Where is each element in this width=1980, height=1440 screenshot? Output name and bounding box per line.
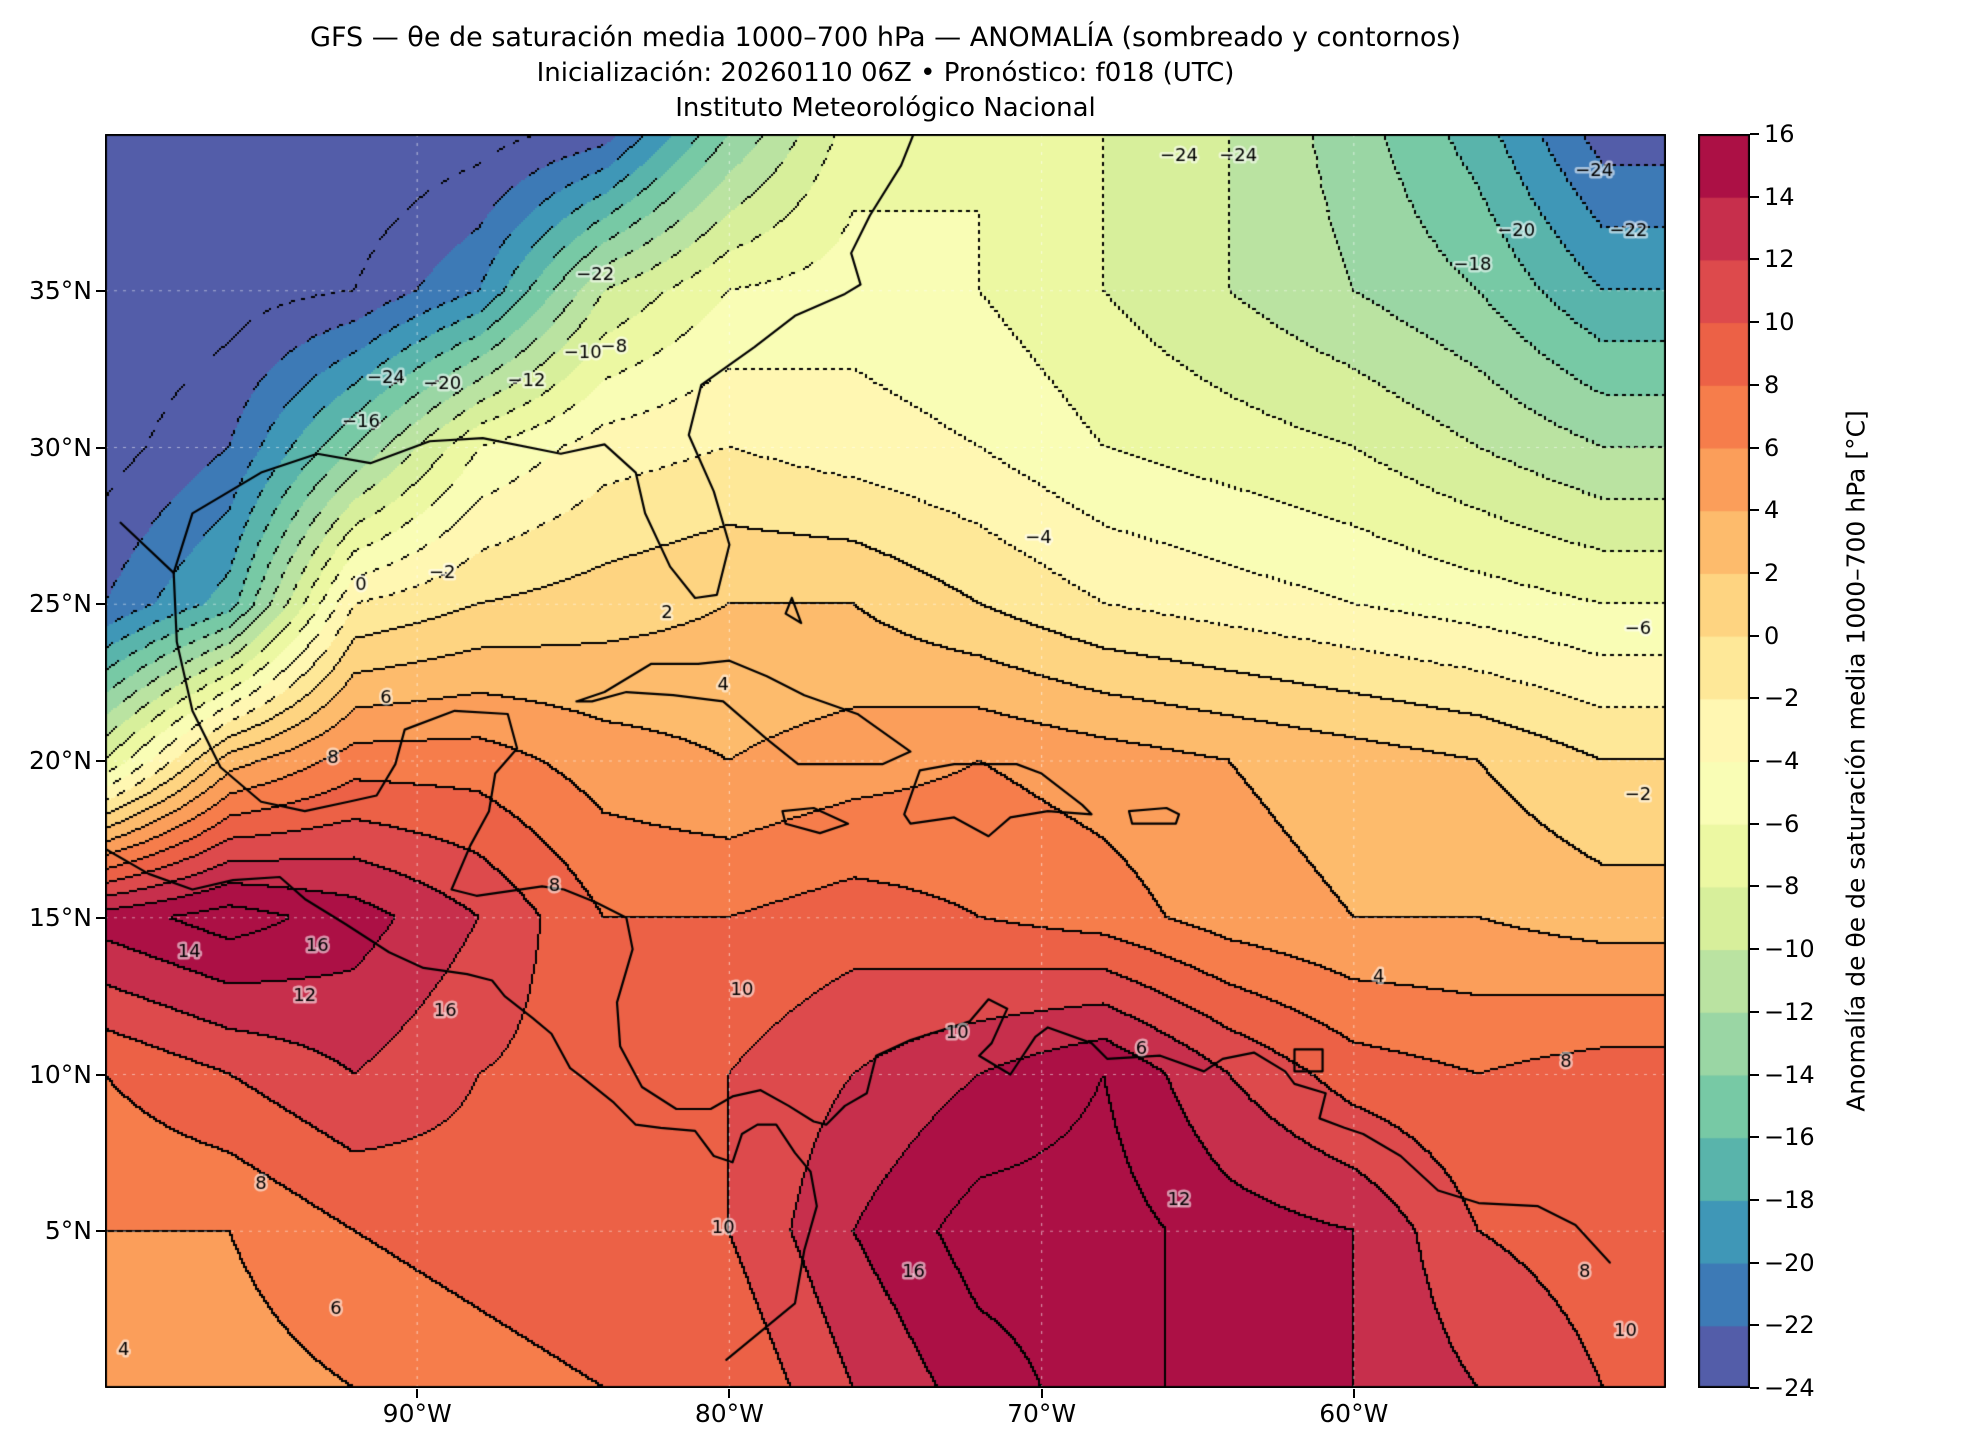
colorbar-tick-label: −10 — [1764, 935, 1815, 964]
chart-title: GFS — θe de saturación media 1000–700 hP… — [310, 22, 1461, 53]
lon-tick-label: 80°W — [694, 1399, 764, 1428]
colorbar-tick-mark — [1750, 760, 1759, 762]
colorbar-tick-mark — [1750, 822, 1759, 825]
colorbar-tick-mark — [1750, 1010, 1759, 1013]
lat-tick-mark — [96, 1230, 105, 1233]
colorbar-tick-label: −22 — [1764, 1311, 1815, 1340]
colorbar-tick-mark — [1750, 321, 1759, 324]
anomaly-map-canvas — [105, 134, 1666, 1388]
lon-tick-label: 90°W — [382, 1399, 452, 1428]
colorbar-tick-mark — [1750, 258, 1759, 261]
lat-tick-mark — [96, 289, 105, 292]
lat-tick-mark — [96, 916, 105, 919]
lat-tick-label: 20°N — [28, 746, 92, 775]
colorbar-tick-label: −14 — [1764, 1060, 1815, 1089]
lat-tick-mark — [96, 1073, 105, 1076]
colorbar-tick-mark — [1750, 948, 1759, 951]
colorbar-tick-mark — [1750, 885, 1759, 888]
colorbar-tick-label: −2 — [1764, 684, 1800, 713]
colorbar-tick-mark — [1750, 697, 1759, 700]
lat-tick-label: 35°N — [28, 275, 92, 305]
colorbar-tick-mark — [1750, 1073, 1759, 1076]
colorbar-tick-mark — [1750, 1198, 1759, 1201]
colorbar-tick-mark — [1750, 509, 1759, 512]
lat-tick-mark — [96, 603, 105, 606]
lon-tick-label: 70°W — [1007, 1399, 1077, 1428]
lat-tick-mark — [96, 446, 105, 449]
colorbar-tick-label: 6 — [1764, 433, 1780, 462]
colorbar-tick-mark — [1750, 571, 1759, 574]
colorbar-tick-label: −12 — [1764, 997, 1815, 1026]
colorbar-tick-label: 14 — [1764, 182, 1795, 211]
colorbar-tick-label: −4 — [1764, 747, 1800, 775]
colorbar-tick-label: −8 — [1764, 872, 1800, 901]
lat-tick-label: 5°N — [44, 1216, 92, 1246]
lon-tick-label: 60°W — [1319, 1399, 1389, 1428]
colorbar-tick-mark — [1750, 1387, 1759, 1389]
colorbar-axis-label: Anomalía de θe de saturación media 1000–… — [1841, 410, 1871, 1112]
colorbar-tick-label: 16 — [1764, 120, 1795, 148]
colorbar-tick-mark — [1750, 1261, 1759, 1264]
lat-tick-label: 30°N — [28, 432, 92, 462]
lat-tick-mark — [96, 760, 105, 762]
colorbar-tick-mark — [1750, 446, 1759, 449]
lat-tick-label: 25°N — [28, 589, 92, 619]
colorbar-tick-label: −18 — [1764, 1185, 1815, 1214]
colorbar-tick-label: 0 — [1764, 621, 1780, 650]
colorbar-tick-label: −16 — [1764, 1123, 1815, 1152]
colorbar-tick-label: −20 — [1764, 1248, 1815, 1277]
colorbar-tick-mark — [1750, 1136, 1759, 1139]
lon-tick-mark — [1040, 1389, 1043, 1398]
lat-tick-label: 10°N — [28, 1059, 92, 1089]
chart-subtitle-init-forecast: Inicialización: 20260110 06Z • Pronóstic… — [536, 58, 1235, 88]
colorbar-tick-label: 4 — [1764, 496, 1780, 525]
colorbar-tick-mark — [1750, 383, 1759, 386]
colorbar-tick-label: 10 — [1764, 308, 1795, 337]
colorbar-tick-label: −6 — [1764, 809, 1800, 838]
colorbar-tick-label: 12 — [1764, 245, 1795, 274]
colorbar — [1698, 134, 1750, 1388]
lon-tick-mark — [728, 1389, 731, 1398]
chart-institution: Instituto Meteorológico Nacional — [675, 93, 1096, 123]
colorbar-tick-mark — [1750, 133, 1759, 135]
lon-tick-mark — [1352, 1389, 1355, 1398]
colorbar-tick-label: −24 — [1764, 1374, 1815, 1402]
colorbar-tick-label: 2 — [1764, 558, 1780, 587]
colorbar-tick-label: 8 — [1764, 370, 1780, 399]
lat-tick-label: 15°N — [28, 902, 92, 932]
colorbar-tick-mark — [1750, 634, 1759, 637]
colorbar-tick-mark — [1750, 1324, 1759, 1327]
lon-tick-mark — [416, 1389, 419, 1398]
colorbar-tick-mark — [1750, 195, 1759, 198]
